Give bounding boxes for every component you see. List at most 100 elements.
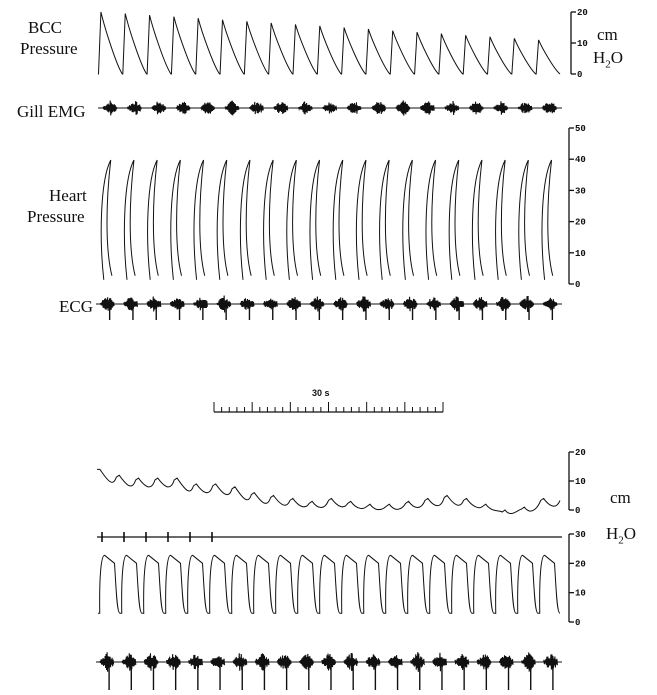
gill-top-emg-burst: [102, 100, 118, 116]
heart-top-beat: [263, 159, 275, 280]
heart-top-axis-tick-label: 40: [575, 155, 586, 165]
ecg-top-burst: [193, 297, 208, 311]
ecg-bottom-burst: [254, 653, 270, 671]
heart-top-beat: [309, 159, 322, 280]
gill-top-emg-burst: [127, 101, 142, 115]
ecg-top-burst: [426, 297, 441, 311]
gill-top-emg-burst: [468, 101, 484, 115]
ecg-top-burst: [100, 297, 115, 311]
ecg-bottom-burst: [321, 653, 337, 671]
heart-top-beat: [518, 159, 531, 280]
gill-top-emg-burst: [444, 101, 460, 115]
ecg-top-burst: [286, 297, 302, 311]
heart-top-axis-tick-label: 50: [575, 124, 586, 134]
ecg-top-burst: [170, 298, 185, 310]
gill-top-emg-burst: [346, 102, 362, 114]
heart-top-beat: [379, 159, 391, 280]
top-unit-h2o-text: H2O: [593, 48, 624, 71]
top-unit-cm: cm: [597, 25, 618, 44]
heart-top-axis-tick-label: 20: [575, 218, 586, 228]
ecg-bottom-burst: [166, 654, 181, 670]
ecg-bottom-burst: [277, 655, 292, 669]
heart-top-beat: [541, 159, 554, 280]
timescale-label: 30 s: [312, 388, 330, 398]
ecg-bottom-burst: [210, 656, 226, 668]
heart-top-beat: [286, 159, 299, 280]
bcc-bottom-axis-tick-label: 10: [575, 477, 586, 487]
ecg-top-burst: [239, 298, 255, 310]
bottom-unit-h2o: H2O: [606, 523, 636, 551]
heart-top-beat: [448, 159, 461, 280]
ecg-bottom-burst: [454, 654, 470, 670]
bcc-top-axis-tick-label: 20: [577, 8, 588, 18]
ecg-top-burst: [356, 296, 371, 312]
bottom-unit-cm: cm: [610, 488, 631, 507]
heart-top-axis-tick-label: 10: [575, 249, 586, 259]
gill-top-emg-burst: [322, 102, 338, 114]
gill-top-emg-burst: [493, 101, 508, 115]
ecg-top-burst: [123, 297, 138, 311]
bcc-label-line1: BCC: [28, 18, 63, 37]
ecg-bottom-burst: [99, 652, 115, 672]
ecg-top-burst: [403, 296, 418, 312]
ecg-bottom-burst: [521, 652, 536, 672]
ecg-top-burst: [449, 296, 465, 312]
ecg-bottom-burst: [365, 654, 381, 670]
heart-top-beat: [123, 159, 136, 280]
heart-top-beat: [147, 159, 159, 280]
heart-top-beat: [239, 159, 252, 280]
heart-label-line1: Heart: [49, 186, 87, 205]
heart-top-beat: [170, 159, 183, 280]
ecg-bottom-burst: [343, 652, 359, 672]
ecg-bottom-burst: [188, 654, 203, 670]
heart-top-axis-tick-label: 30: [575, 186, 586, 196]
ecg-top-burst: [496, 297, 511, 311]
gill-top-emg-burst: [224, 100, 240, 116]
ecg-top-burst: [379, 298, 395, 310]
ecg-label: ECG: [59, 297, 93, 316]
ecg-bottom-burst: [299, 653, 314, 671]
bcc-top-trace: [97, 11, 561, 75]
ecg-bottom-burst: [143, 653, 159, 671]
heart-bottom-trace: [98, 554, 561, 614]
bcc-bottom-axis-tick-label: 20: [575, 448, 586, 458]
gill-top-emg-burst: [371, 102, 386, 114]
ecg-bottom-burst: [543, 654, 558, 670]
ecg-top-burst: [146, 296, 162, 312]
gill-top-emg-burst: [249, 101, 264, 115]
gill-top-emg-burst: [175, 101, 191, 115]
ecg-top-burst: [333, 297, 348, 311]
ecg-top-burst: [216, 295, 232, 313]
ecg-bottom-burst: [232, 653, 248, 671]
bcc-top-axis-tick-label: 0: [577, 70, 582, 80]
heart-top-beat: [425, 159, 438, 280]
bcc-top-axis-tick-label: 10: [577, 39, 588, 49]
ecg-bottom-burst: [388, 655, 403, 669]
heart-top-beat: [193, 159, 206, 280]
ecg-top-burst: [519, 296, 535, 312]
heart-bottom-axis-tick-label: 10: [575, 589, 586, 599]
top-unit-h2o: H2O: [593, 47, 623, 75]
gill-top-emg-burst: [200, 102, 215, 114]
ecg-bottom-burst: [432, 652, 448, 672]
heart-top-beat: [100, 159, 113, 280]
gill-top-emg-burst: [273, 102, 289, 114]
gill-top-emg-burst: [151, 101, 167, 115]
bcc-bottom-axis-tick-label: 0: [575, 506, 580, 516]
heart-top-beat: [355, 159, 368, 280]
gill-top-emg-burst: [542, 102, 557, 114]
heart-label-line2: Pressure: [27, 207, 85, 226]
gill-top-emg-burst: [298, 101, 313, 115]
heart-top-beat: [495, 159, 507, 280]
gill-top-emg-burst: [420, 101, 435, 115]
heart-bottom-axis-tick-label: 30: [575, 530, 586, 540]
heart-top-beat: [332, 159, 345, 280]
ecg-top-burst: [263, 298, 278, 310]
heart-top-beat: [216, 159, 229, 280]
ecg-top-burst: [472, 296, 488, 312]
ecg-bottom-burst: [121, 653, 137, 671]
ecg-top-burst: [542, 297, 558, 311]
heart-top-beat: [471, 159, 484, 280]
ecg-bottom-burst: [476, 654, 492, 670]
bottom-unit-h2o-text: H2O: [606, 524, 637, 547]
